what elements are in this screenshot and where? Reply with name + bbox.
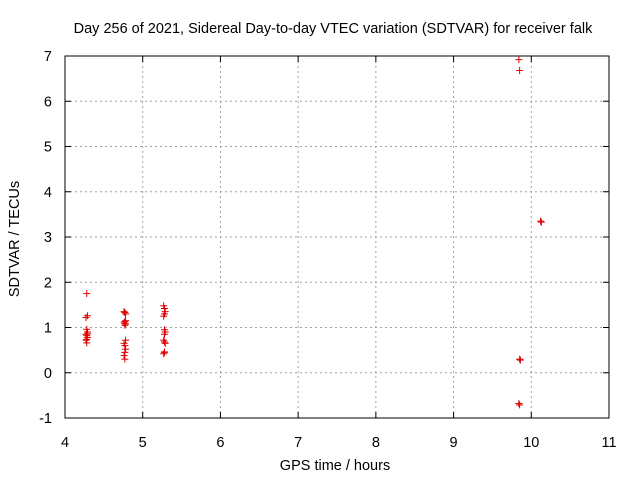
data-point [121, 342, 129, 350]
y-tick-label: 0 [44, 366, 52, 382]
x-tick-label: 4 [61, 435, 69, 451]
y-axis-label: SDTVAR / TECUs [7, 181, 23, 297]
data-point [161, 339, 169, 347]
x-tick-label: 11 [601, 435, 616, 451]
x-tick-label: 7 [294, 435, 302, 451]
x-axis-label: GPS time / hours [280, 458, 390, 474]
y-tick-label: 5 [44, 140, 52, 156]
y-tick-label: 6 [44, 94, 52, 110]
data-point [84, 312, 92, 320]
data-point [515, 56, 523, 64]
data-point [120, 352, 128, 360]
data-point [160, 312, 168, 320]
data-point [83, 339, 91, 347]
data-point [516, 66, 524, 74]
data-point [122, 336, 130, 344]
data-point [122, 310, 130, 318]
data-point [121, 355, 129, 363]
y-tick-label: -1 [39, 411, 52, 427]
data-point [537, 217, 545, 225]
chart-title: Day 256 of 2021, Sidereal Day-to-day VTE… [74, 21, 593, 37]
data-point [160, 330, 168, 338]
data-point [121, 309, 129, 317]
y-tick-label: 2 [44, 275, 52, 291]
grid [65, 56, 609, 418]
data-points [82, 56, 545, 409]
data-point [122, 317, 130, 325]
y-tick-label: 1 [44, 321, 52, 337]
y-tick-label: 7 [44, 49, 52, 65]
x-tick-label: 6 [216, 435, 224, 451]
data-point [122, 345, 130, 353]
data-point [82, 314, 90, 322]
y-tick-label: 3 [44, 230, 52, 246]
data-point [537, 218, 545, 226]
data-point [160, 338, 168, 346]
data-point [516, 401, 524, 409]
plot-frame [64, 55, 610, 419]
data-point [84, 330, 92, 338]
data-point [121, 321, 129, 329]
y-tick-label: 4 [44, 185, 52, 201]
data-point [515, 400, 523, 408]
x-tick-label: 9 [450, 435, 458, 451]
data-point [160, 350, 168, 358]
data-point [516, 355, 524, 363]
x-tick-label: 8 [372, 435, 380, 451]
data-point [160, 336, 168, 344]
x-tick-label: 10 [523, 435, 539, 451]
x-tick-label: 5 [139, 435, 147, 451]
data-point [160, 348, 168, 356]
data-point [516, 356, 524, 364]
data-point [121, 348, 129, 356]
data-point [83, 290, 91, 298]
